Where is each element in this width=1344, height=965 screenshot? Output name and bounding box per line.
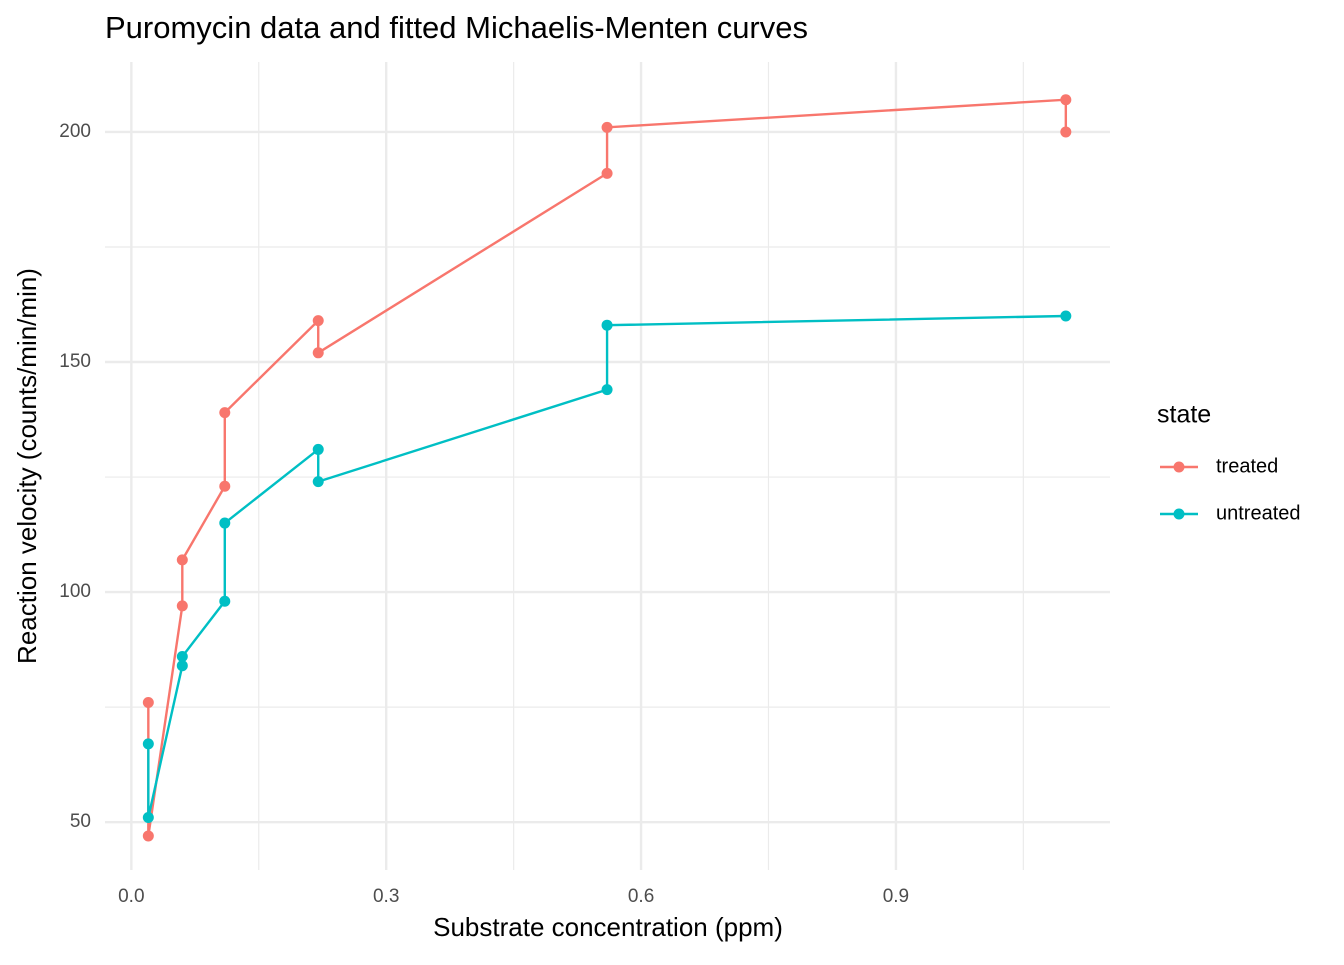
x-tick-label: 0.3	[373, 886, 399, 907]
data-point	[1060, 94, 1072, 106]
y-tick-label: 100	[59, 581, 91, 602]
chart-title: Puromycin data and fitted Michaelis-Ment…	[105, 10, 808, 45]
y-axis-label: Reaction velocity (counts/min/min)	[12, 268, 42, 664]
data-point	[219, 407, 231, 419]
data-point	[176, 600, 188, 612]
legend-title: state	[1157, 401, 1211, 429]
data-point	[601, 384, 613, 396]
y-tick-label: 150	[59, 351, 91, 372]
data-point	[601, 121, 613, 133]
data-point	[1060, 126, 1072, 138]
data-point	[142, 830, 154, 842]
data-point	[312, 315, 324, 327]
x-axis-label: Substrate concentration (ppm)	[433, 912, 783, 942]
data-point	[142, 697, 154, 709]
legend-label: treated	[1216, 455, 1278, 477]
data-point	[219, 595, 231, 607]
data-point	[219, 517, 231, 529]
data-point	[601, 167, 613, 179]
x-tick-label: 0.6	[628, 886, 654, 907]
data-point	[176, 660, 188, 672]
legend-point	[1173, 461, 1185, 473]
data-point	[142, 738, 154, 750]
data-point	[176, 650, 188, 662]
data-point	[312, 443, 324, 455]
legend-label: untreated	[1216, 502, 1301, 524]
data-point	[312, 476, 324, 488]
y-tick-label: 50	[70, 811, 91, 832]
data-point	[1060, 310, 1072, 322]
series-line	[147, 98, 1068, 837]
data-point	[601, 319, 613, 331]
data-point	[312, 347, 324, 359]
data-point	[176, 554, 188, 566]
x-tick-label: 0.0	[118, 886, 144, 907]
data-point	[219, 480, 231, 492]
data-point	[142, 812, 154, 824]
legend-point	[1173, 508, 1185, 520]
y-tick-label: 200	[59, 121, 91, 142]
x-tick-label: 0.9	[883, 886, 909, 907]
